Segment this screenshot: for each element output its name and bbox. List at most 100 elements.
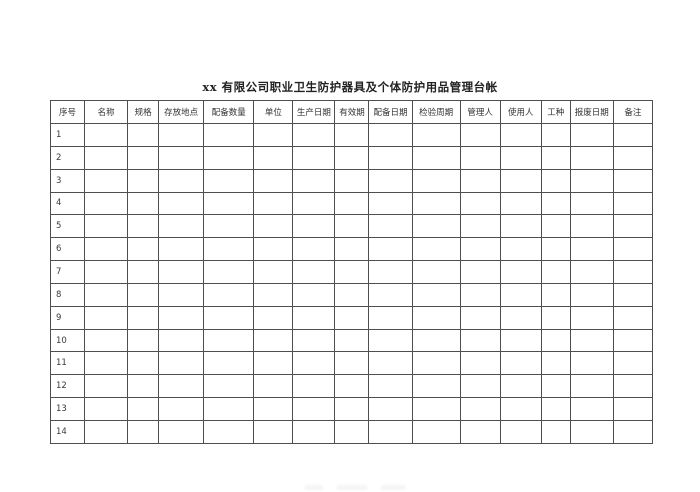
cell-manager xyxy=(459,123,501,147)
cell-production-date xyxy=(292,305,336,330)
cell-name xyxy=(84,168,129,193)
cell-validity-period xyxy=(334,305,370,330)
cell-user xyxy=(499,374,542,399)
cell-job-type xyxy=(540,397,571,421)
ledger-table: 序号 名称 规格 存放地点 配备数量 单位 生产日期 有效期 配备日期 检验周期 管理人 使用人 工种报… xyxy=(49,100,654,444)
cell-manager xyxy=(459,168,501,193)
table-row-12: 12 xyxy=(49,374,654,399)
cell-manager xyxy=(459,397,501,421)
cell-unit xyxy=(253,214,294,239)
cell-inspection-cycle xyxy=(411,282,461,307)
cell-name xyxy=(84,191,129,216)
cell-equipped-quantity xyxy=(203,191,255,216)
cell-equip-date xyxy=(368,214,413,239)
column-header-specification: 规格 xyxy=(127,100,160,124)
cell-remarks xyxy=(612,191,654,216)
cell-scrap-date xyxy=(569,351,614,376)
cell-storage-location xyxy=(158,145,205,170)
cell-job-type xyxy=(540,237,571,262)
row-number: 6 xyxy=(49,237,86,262)
cell-scrap-date xyxy=(569,191,614,216)
cell-equipped-quantity xyxy=(203,260,255,284)
cell-job-type xyxy=(540,374,571,399)
cell-name xyxy=(84,260,129,284)
row-number: 7 xyxy=(49,260,86,284)
cell-specification xyxy=(127,123,160,147)
cell-remarks xyxy=(612,282,654,307)
table-row-4: 4 xyxy=(49,191,654,216)
table-header-row: 序号 名称 规格 存放地点 配备数量 单位 生产日期 有效期 配备日期 检验周期 管理人 使用人 工种报… xyxy=(49,100,654,124)
cell-unit xyxy=(253,351,294,376)
cell-user xyxy=(499,145,542,170)
row-number: 10 xyxy=(49,328,86,353)
table-row-7: 7 xyxy=(49,260,654,284)
cell-unit xyxy=(253,191,294,216)
cell-job-type xyxy=(540,214,571,239)
cell-specification xyxy=(127,374,160,399)
table-row-1: 1 xyxy=(49,123,654,147)
cell-production-date xyxy=(292,328,336,353)
cell-unit xyxy=(253,419,294,444)
cell-equipped-quantity xyxy=(203,328,255,353)
cell-unit xyxy=(253,397,294,421)
cell-job-type xyxy=(540,260,571,284)
cell-production-date xyxy=(292,191,336,216)
row-number: 12 xyxy=(49,374,86,399)
cell-specification xyxy=(127,351,160,376)
table-row-2: 2 xyxy=(49,145,654,170)
cell-production-date xyxy=(292,397,336,421)
cell-validity-period xyxy=(334,419,370,444)
row-number: 5 xyxy=(49,214,86,239)
cell-validity-period xyxy=(334,374,370,399)
cell-remarks xyxy=(612,328,654,353)
cell-user xyxy=(499,282,542,307)
cell-validity-period xyxy=(334,168,370,193)
cell-manager xyxy=(459,328,501,353)
column-header-validity-period: 有效期 xyxy=(334,100,370,124)
cell-specification xyxy=(127,305,160,330)
cell-equip-date xyxy=(368,123,413,147)
table-row-3: 3 xyxy=(49,168,654,193)
cell-scrap-date xyxy=(569,260,614,284)
column-header-manager: 管理人 xyxy=(459,100,501,124)
cell-validity-period xyxy=(334,123,370,147)
cell-scrap-date xyxy=(569,168,614,193)
column-header-remarks: 备注 xyxy=(612,100,654,124)
cell-production-date xyxy=(292,374,336,399)
cell-validity-period xyxy=(334,191,370,216)
cell-storage-location xyxy=(158,123,205,147)
cell-user xyxy=(499,419,542,444)
cell-production-date xyxy=(292,214,336,239)
cell-inspection-cycle xyxy=(411,123,461,147)
cell-remarks xyxy=(612,419,654,444)
row-number: 4 xyxy=(49,191,86,216)
cell-user xyxy=(499,191,542,216)
cell-equipped-quantity xyxy=(203,168,255,193)
cell-manager xyxy=(459,237,501,262)
cell-name xyxy=(84,305,129,330)
cell-remarks xyxy=(612,374,654,399)
cell-specification xyxy=(127,145,160,170)
cell-job-type xyxy=(540,168,571,193)
cell-user xyxy=(499,351,542,376)
cell-remarks xyxy=(612,305,654,330)
cell-job-type xyxy=(540,351,571,376)
cell-inspection-cycle xyxy=(411,145,461,170)
cell-name xyxy=(84,351,129,376)
cell-validity-period xyxy=(334,260,370,284)
cell-name xyxy=(84,237,129,262)
cell-specification xyxy=(127,168,160,193)
column-header-inspection-cycle: 检验周期 xyxy=(411,100,461,124)
cell-remarks xyxy=(612,237,654,262)
cell-name xyxy=(84,419,129,444)
cell-equip-date xyxy=(368,282,413,307)
cell-remarks xyxy=(612,351,654,376)
cell-unit xyxy=(253,145,294,170)
cell-equip-date xyxy=(368,374,413,399)
cell-user xyxy=(499,237,542,262)
cell-name xyxy=(84,145,129,170)
cell-inspection-cycle xyxy=(411,214,461,239)
column-header-storage-location: 存放地点 xyxy=(158,100,205,124)
table-row-11: 11 xyxy=(49,351,654,376)
